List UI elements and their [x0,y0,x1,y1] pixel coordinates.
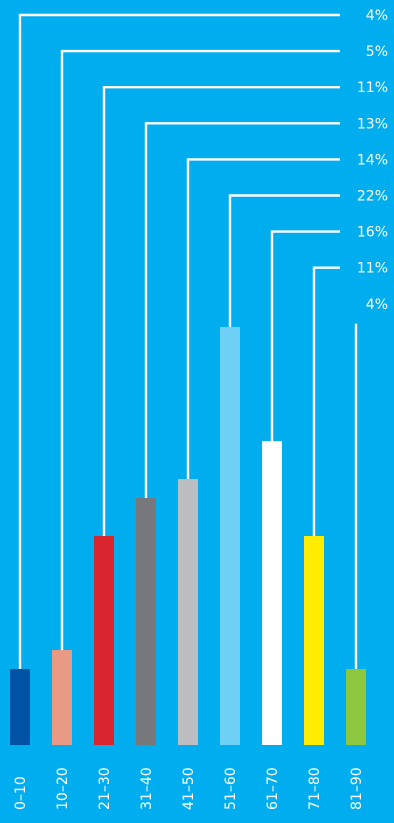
data-label: 4% [366,8,388,24]
category-label: 31–40 [139,767,155,810]
category-label: 71–80 [307,767,323,810]
data-label: 16% [357,225,388,241]
bar [10,669,30,745]
leader-line [230,196,340,328]
bar [304,536,324,745]
category-label: 0–10 [13,776,29,810]
category-label: 81–90 [349,767,365,810]
data-label: 5% [366,44,388,60]
data-label: 11% [357,80,388,96]
data-label: 22% [357,189,388,205]
data-label: 4% [366,297,388,313]
bar [220,327,240,745]
category-label: 61–70 [265,767,281,810]
leader-line [272,232,340,441]
category-label: 41–50 [181,767,197,810]
bar [52,650,72,745]
category-label: 21–30 [97,767,113,810]
bar [94,536,114,745]
bar [136,498,156,745]
data-label: 13% [357,116,388,132]
leader-line [188,159,340,479]
bar [178,479,198,745]
data-label: 14% [357,152,388,168]
category-label: 51–60 [223,767,239,810]
leader-line [314,268,340,536]
leader-line [146,123,340,498]
bar [346,669,366,745]
data-label: 11% [357,261,388,277]
bar [262,441,282,745]
category-label: 10–20 [55,767,71,810]
